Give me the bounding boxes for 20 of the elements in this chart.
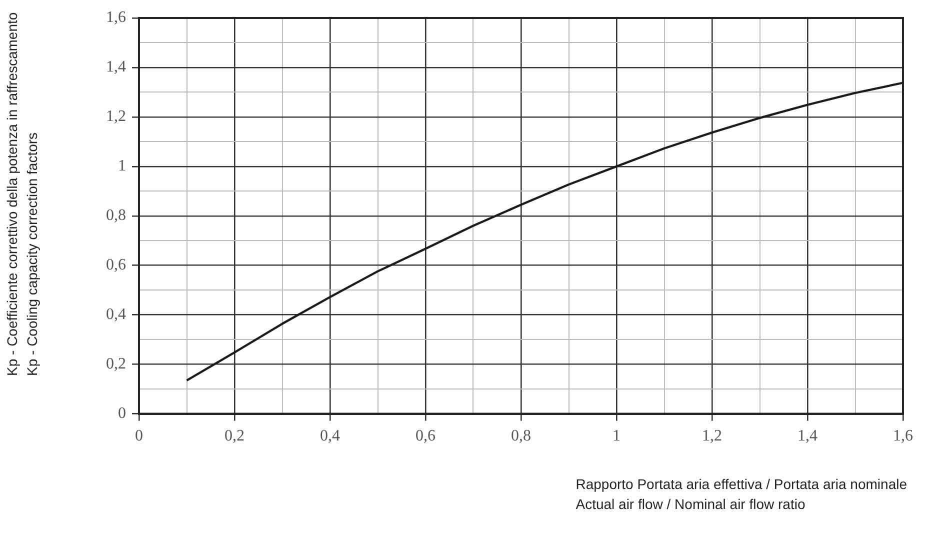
y-tick-label: 1,4 [106,58,126,76]
x-tick-label: 1,2 [702,428,722,445]
x-tick-label: 0,8 [511,428,531,445]
y-tick-label: 1 [118,158,126,175]
x-tick-label: 1,4 [798,428,818,445]
y-tick-label: 0,6 [106,256,126,274]
y-tick-label: 0,8 [106,207,126,224]
x-tick-label: 0,2 [224,428,244,445]
y-tick-label: 1,6 [106,9,126,26]
y-tick-label: 1,2 [106,108,126,126]
y-tick-label: 0,4 [106,306,126,324]
x-tick-label: 1 [612,428,620,445]
x-axis-title: Rapporto Portata aria effettiva / Portata aria nominale Actual air flow / Nominal air flow ratio [576,475,907,514]
x-tick-label: 0,4 [320,428,340,445]
y-axis-title: Kp - Coefficiente correttivo della potenza in raffrescamento Kp - Cooling capacity correction factors [3,12,41,376]
y-tick-label: 0 [118,405,126,422]
x-tick-label: 0 [135,428,143,445]
x-tick-label: 1,6 [893,428,913,445]
y-tick-label: 0,2 [106,356,126,373]
x-tick-label: 0,6 [416,428,436,445]
